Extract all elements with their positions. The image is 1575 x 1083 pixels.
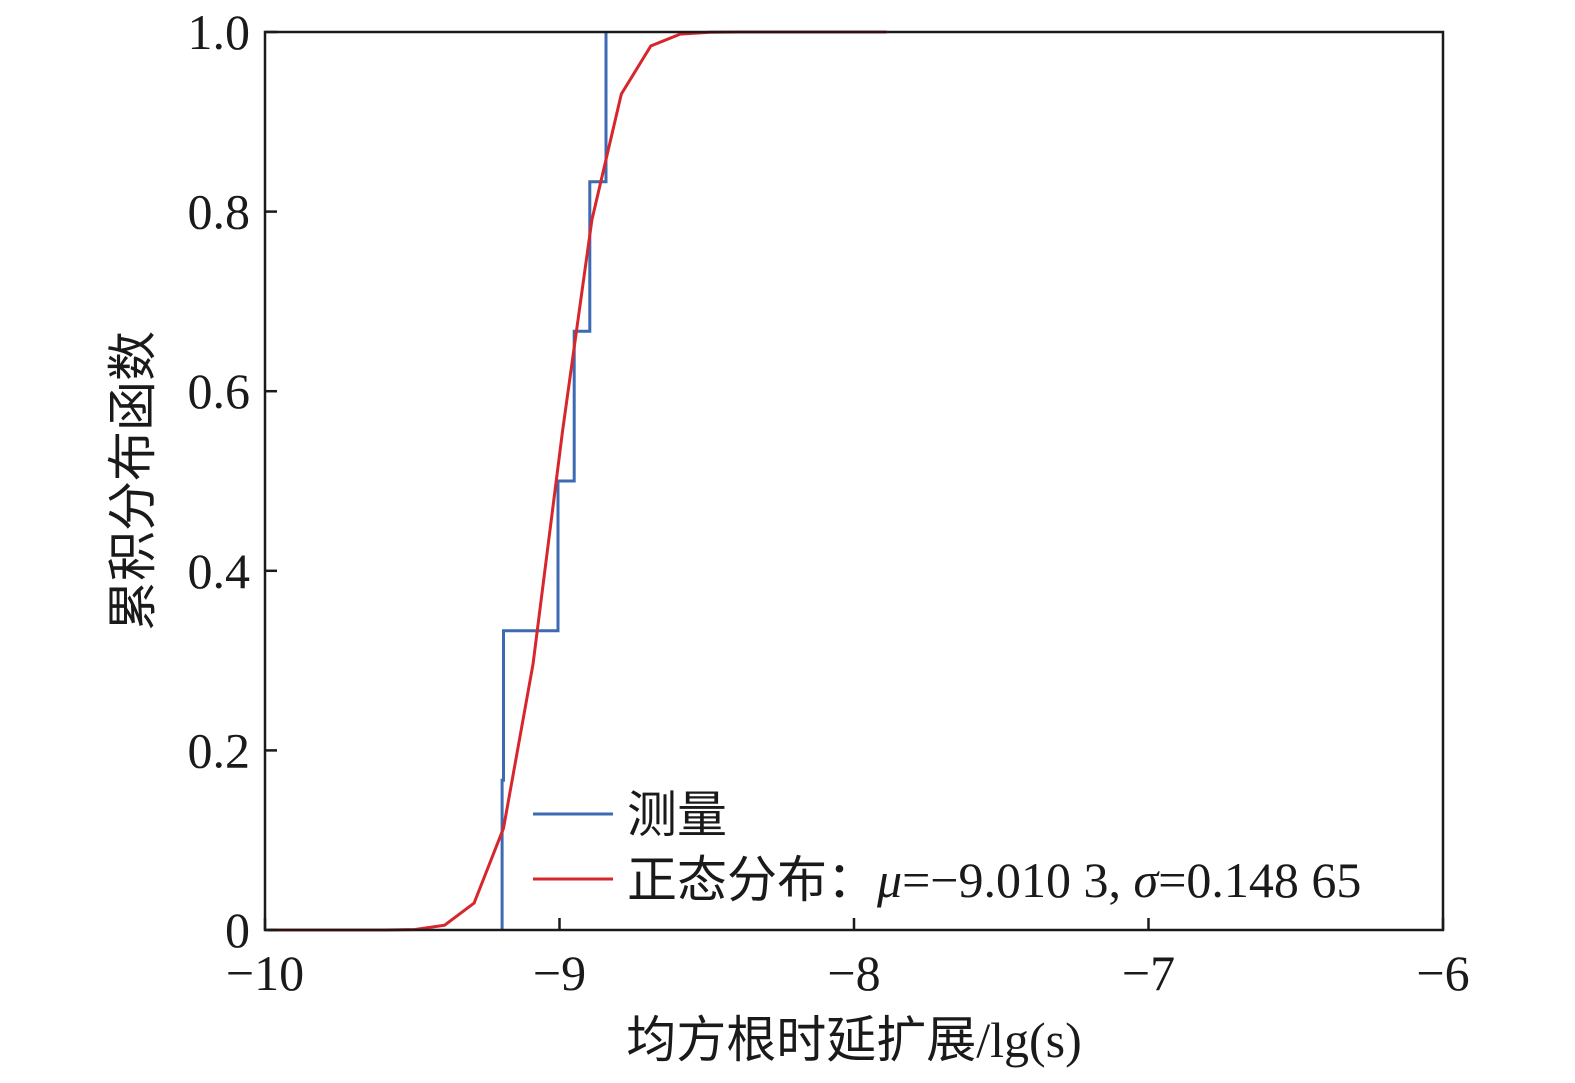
axes-frame — [263, 30, 1445, 932]
legend: 测量 正态分布：μ=−9.010 3, σ=0.148 65 — [533, 787, 1361, 908]
x-tick-label: −6 — [1416, 945, 1469, 1001]
y-tick-label: 0 — [225, 902, 250, 958]
x-axis-label: 均方根时延扩展/lg(s) — [626, 1012, 1082, 1068]
y-tick-label: 0.2 — [188, 722, 251, 778]
x-tick-label: −8 — [827, 945, 880, 1001]
y-tick-label: 1.0 — [188, 4, 251, 60]
legend-label-normal-fit: 正态分布：μ=−9.010 3, σ=0.148 65 — [627, 852, 1361, 908]
series-line-measured — [500, 32, 608, 930]
plot-area — [267, 30, 887, 932]
y-axis-label: 累积分布函数 — [105, 331, 161, 631]
y-tick-label: 0.6 — [188, 363, 251, 419]
series-line-normal-fit — [267, 30, 887, 932]
x-tick-label: −9 — [533, 945, 586, 1001]
y-tick-label: 0.4 — [188, 543, 251, 599]
axis-ticks: −10 −9 −8 −7 −6 0 0.2 0.4 0.6 0.8 1.0 — [188, 4, 1470, 1001]
x-tick-label: −7 — [1122, 945, 1175, 1001]
legend-label-measured: 测量 — [627, 787, 727, 843]
y-tick-label: 0.8 — [188, 184, 251, 240]
x-tick-label: −10 — [226, 945, 304, 1001]
